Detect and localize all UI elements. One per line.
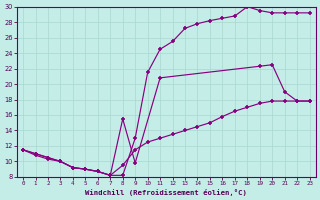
X-axis label: Windchill (Refroidissement éolien,°C): Windchill (Refroidissement éolien,°C) [85, 189, 247, 196]
